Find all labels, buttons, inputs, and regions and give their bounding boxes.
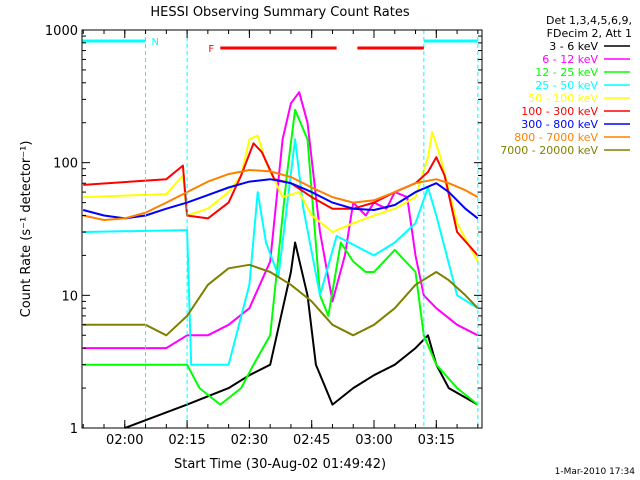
x-tick-label: 02:00 [106, 433, 143, 448]
x-tick-label: 03:15 [418, 433, 455, 448]
x-axis-label: Start Time (30-Aug-02 01:49:42) [174, 457, 386, 472]
axis-ticks: 1 10 100 1000 02:00 02:15 02:30 02:45 03:00 03:15 [45, 24, 482, 448]
series-line-5 [83, 142, 479, 257]
y-tick-label: 100 [53, 157, 78, 172]
series-line-8 [83, 263, 479, 337]
plot-frame [81, 29, 483, 429]
annotations: NF [82, 30, 479, 428]
y-tick-label: 10 [61, 289, 78, 304]
legend-label-6: 300 - 800 keV [521, 118, 598, 131]
annotation-label: N [152, 37, 159, 48]
legend-label-1: 6 - 12 keV [542, 53, 598, 66]
y-axis-label: Count Rate (s⁻¹ detector⁻¹) [19, 141, 34, 318]
chart-title: HESSI Observing Summary Count Rates [150, 5, 409, 20]
legend: Det 1,3,4,5,6,9,FDecim 2, Att 13 - 6 keV… [500, 14, 632, 157]
series-line-4 [83, 131, 479, 262]
legend-label-4: 50 - 100 keV [528, 92, 598, 105]
annotation-label: F [208, 44, 214, 55]
x-tick-label: 03:00 [355, 433, 392, 448]
y-tick-label: 1000 [45, 24, 78, 39]
x-tick-label: 02:45 [293, 433, 330, 448]
y-tick-label: 1 [70, 422, 78, 437]
footer-stamp: 1-Mar-2010 17:34 [555, 467, 636, 477]
x-tick-label: 02:15 [168, 433, 205, 448]
legend-label-2: 12 - 25 keV [535, 66, 598, 79]
series-line-3 [83, 138, 479, 366]
x-tick-label: 02:30 [231, 433, 268, 448]
legend-header: FDecim 2, Att 1 [547, 27, 632, 40]
legend-label-8: 7000 - 20000 keV [500, 144, 598, 157]
legend-header: Det 1,3,4,5,6,9, [546, 14, 632, 27]
legend-label-7: 800 - 7000 keV [514, 131, 598, 144]
plot-lines [82, 91, 479, 429]
legend-label-3: 25 - 50 keV [535, 79, 598, 92]
series-line-7 [82, 169, 479, 221]
series-line-6 [82, 178, 479, 220]
series-line-1 [83, 91, 479, 350]
series-line-2 [83, 108, 479, 406]
legend-label-5: 100 - 300 keV [521, 105, 598, 118]
legend-label-0: 3 - 6 keV [549, 40, 598, 53]
